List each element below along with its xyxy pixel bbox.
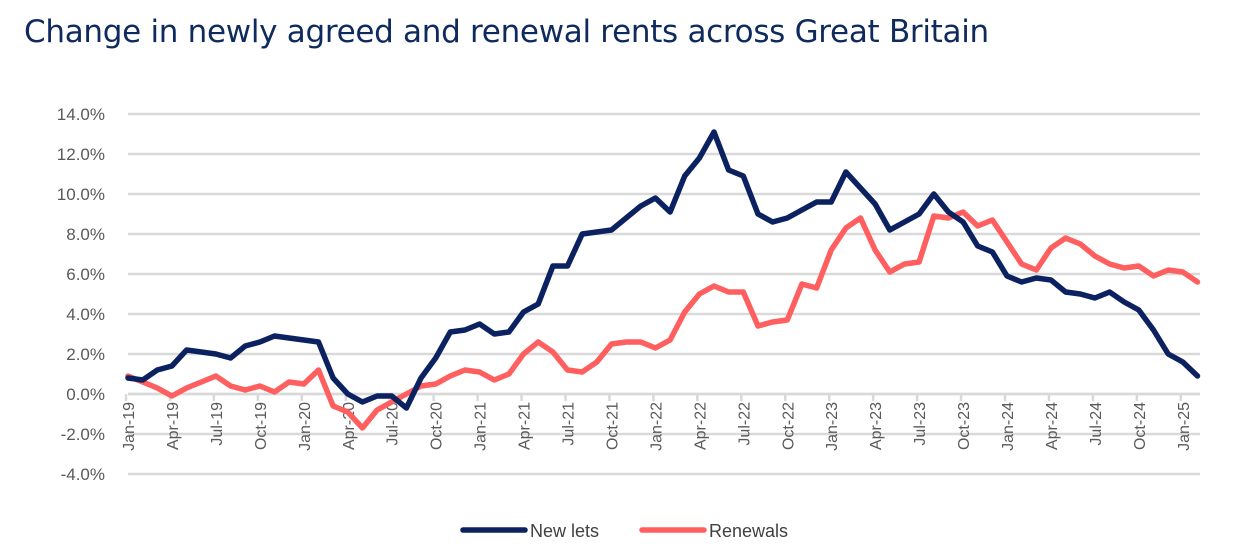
x-tick-label: Jan-24 bbox=[1000, 402, 1017, 451]
y-tick-label: 4.0% bbox=[66, 305, 105, 324]
chart-title: Change in newly agreed and renewal rents… bbox=[24, 14, 989, 50]
x-tick-label: Jul-23 bbox=[912, 402, 929, 446]
legend-label: New lets bbox=[530, 521, 599, 541]
x-tick-label: Oct-21 bbox=[604, 402, 621, 450]
x-tick-label: Jan-20 bbox=[297, 402, 314, 451]
y-tick-label: 12.0% bbox=[57, 145, 105, 164]
y-tick-label: 0.0% bbox=[66, 385, 105, 404]
x-tick-label: Jan-25 bbox=[1176, 402, 1193, 451]
x-tick-label: Jan-21 bbox=[473, 402, 490, 451]
x-tick-label: Apr-19 bbox=[165, 402, 182, 450]
series-line-renewals bbox=[125, 209, 1201, 431]
x-tick-label: Oct-19 bbox=[253, 402, 270, 450]
x-tick-label: Jul-19 bbox=[209, 402, 226, 446]
x-tick-label: Oct-22 bbox=[780, 402, 797, 450]
x-tick-label: Jul-20 bbox=[385, 402, 402, 446]
y-tick-label: -4.0% bbox=[61, 465, 105, 484]
legend-label: Renewals bbox=[709, 521, 788, 541]
x-tick-label: Apr-21 bbox=[517, 402, 534, 450]
y-tick-label: 14.0% bbox=[57, 105, 105, 124]
x-tick-label: Oct-20 bbox=[429, 402, 446, 450]
y-tick-label: 2.0% bbox=[66, 345, 105, 364]
x-tick-label: Apr-24 bbox=[1044, 402, 1061, 450]
x-tick-label: Jan-23 bbox=[824, 402, 841, 451]
x-tick-label: Oct-24 bbox=[1132, 402, 1149, 450]
x-tick-label: Apr-22 bbox=[692, 402, 709, 450]
series-line-new-lets bbox=[125, 129, 1201, 411]
x-tick-label: Apr-23 bbox=[868, 402, 885, 450]
x-tick-label: Apr-20 bbox=[341, 402, 358, 450]
y-tick-label: 6.0% bbox=[66, 265, 105, 284]
x-tick-label: Jul-24 bbox=[1088, 402, 1105, 446]
x-tick-label: Jul-21 bbox=[561, 402, 578, 446]
x-tick-label: Jul-22 bbox=[736, 402, 753, 446]
x-tick-label: Jan-22 bbox=[648, 402, 665, 451]
x-tick-label: Oct-23 bbox=[956, 402, 973, 450]
y-tick-label: 10.0% bbox=[57, 185, 105, 204]
y-tick-label: 8.0% bbox=[66, 225, 105, 244]
x-tick-label: Jan-19 bbox=[121, 402, 138, 451]
y-tick-label: -2.0% bbox=[61, 425, 105, 444]
